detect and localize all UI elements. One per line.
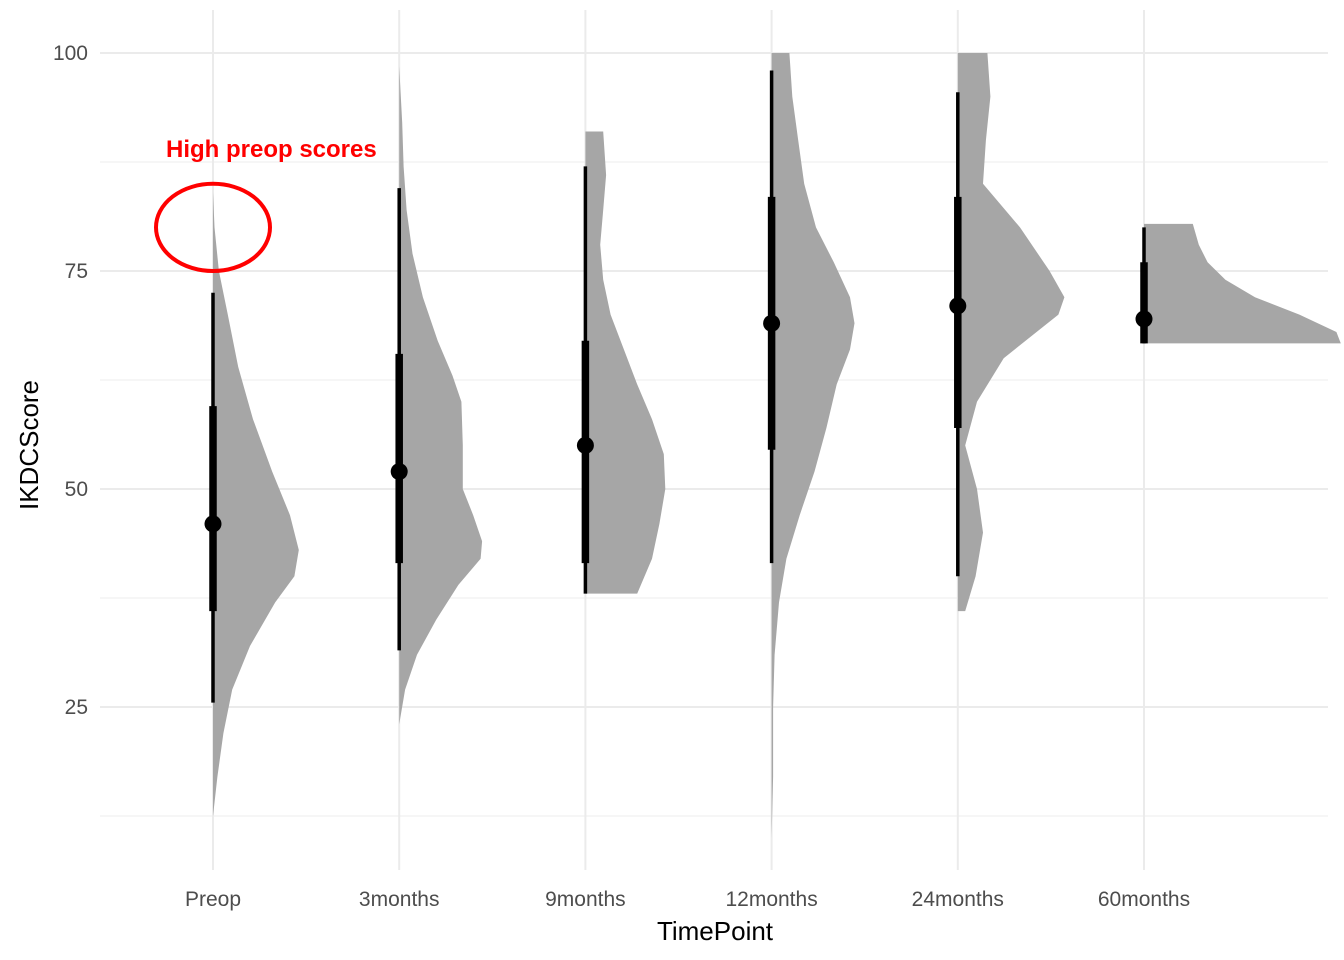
- median-point-12months: [763, 314, 781, 332]
- x-tick-label: 24months: [912, 888, 1004, 911]
- violin-3months: [399, 66, 483, 725]
- violin-12months: [771, 53, 855, 838]
- median-point-9months: [576, 436, 594, 454]
- violin-Preop: [213, 118, 299, 816]
- y-tick-label: 25: [65, 696, 88, 719]
- x-axis-title: TimePoint: [657, 916, 774, 946]
- y-tick-label: 50: [65, 478, 88, 501]
- y-axis-title: IKDCScore: [14, 380, 44, 510]
- median-point-24months: [949, 297, 967, 315]
- x-tick-label: 9months: [545, 888, 626, 911]
- interval-layer: [204, 70, 1153, 703]
- y-tick-label: 75: [65, 260, 88, 283]
- annotation-circle: [154, 181, 272, 273]
- y-axis-ticks: 25 50 75 100: [53, 42, 88, 719]
- median-point-3months: [390, 463, 408, 481]
- x-tick-label: 12months: [725, 888, 817, 911]
- median-point-Preop: [204, 515, 222, 533]
- x-axis-ticks: Preop 3months 9months 12months 24months 60mon…: [185, 888, 1190, 911]
- annotation-layer: High preop scores: [154, 136, 377, 273]
- annotation-label: High preop scores: [166, 136, 377, 163]
- x-tick-label: 60months: [1098, 888, 1190, 911]
- violin-24months: [957, 53, 1065, 612]
- x-tick-label: 3months: [359, 888, 440, 911]
- violin-60months: [1144, 223, 1341, 344]
- x-tick-label: Preop: [185, 888, 241, 911]
- violin-layer: [213, 53, 1341, 838]
- median-point-60months: [1135, 310, 1153, 328]
- violin-9months: [585, 131, 666, 594]
- y-tick-label: 100: [53, 42, 88, 65]
